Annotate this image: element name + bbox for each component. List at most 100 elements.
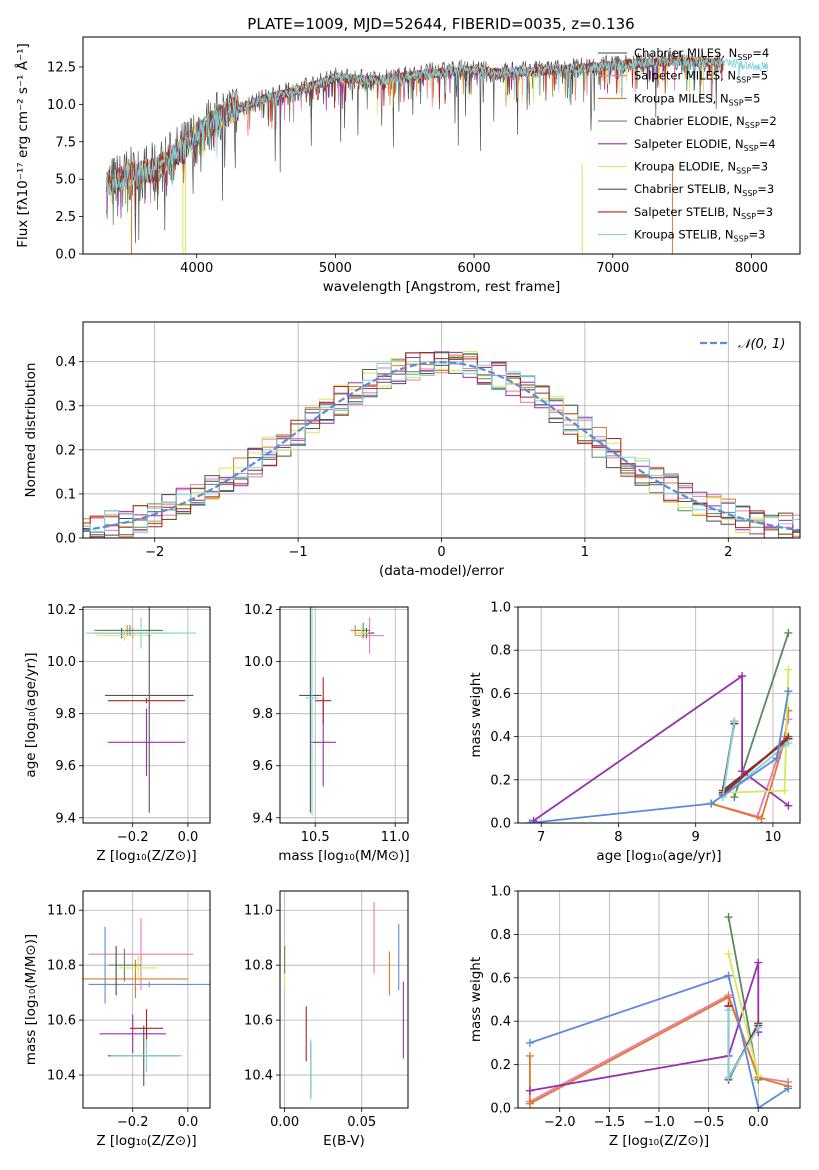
weight-marker	[784, 739, 793, 748]
weight-vs-z-marks	[525, 913, 793, 1108]
axes-frame	[82, 321, 801, 539]
mass-vs-ebv-panel: 0.00 0.05 10.4 10.6 10.8 11.0 E(B-V)	[244, 890, 409, 1149]
legend-count: =3	[756, 205, 773, 219]
y-tick-label: 0.4	[490, 1015, 511, 1030]
x-tick-label: 0.0	[748, 1115, 769, 1130]
weight-line	[727, 953, 760, 1076]
legend-label: Chabrier STELIB, NSSP=3	[634, 182, 774, 198]
weight-marker	[738, 672, 747, 681]
y-axis-label: Flux [fλ10⁻¹⁷ erg cm⁻² s⁻¹ Å⁻¹]	[14, 43, 31, 248]
legend-subscript: SSP	[734, 235, 749, 244]
x-tick-label: 9	[692, 830, 700, 845]
x-axis-label: Z [log₁₀(Z/Z⊙)]	[96, 1133, 196, 1149]
legend-count: =3	[757, 182, 774, 196]
x-tick-label: −1.5	[594, 1115, 626, 1130]
residuals-panel: −2 −1 0 1 2 0.0 0.1 0.2 0.3 0.4 (data-model)/error…	[23, 321, 801, 579]
x-tick-label: −1.0	[643, 1115, 675, 1130]
y-tick-label: 10.2	[47, 603, 76, 618]
y-tick-label: 0.4	[490, 730, 511, 745]
legend-label: Kroupa MILES, NSSP=5	[634, 91, 760, 107]
spectrum-marks	[106, 49, 769, 254]
legend-subscript: SSP	[729, 98, 744, 107]
weight-marker	[529, 816, 538, 823]
y-tick-label: 10.8	[47, 959, 76, 974]
weight-line	[733, 632, 790, 798]
legend-count: =5	[744, 91, 761, 105]
x-tick-label: −0.5	[693, 1115, 725, 1130]
x-tick-label: 0	[437, 545, 445, 560]
y-tick-label: 1.0	[490, 885, 511, 900]
x-axis-label: E(B-V)	[323, 1133, 365, 1149]
x-tick-label: 7	[537, 830, 545, 845]
y-tick-label: 10.2	[244, 603, 273, 618]
x-tick-label: −1	[289, 545, 308, 560]
axes-frame	[279, 890, 409, 1109]
weight-marker	[525, 1038, 534, 1047]
x-tick-label: 0.0	[178, 1115, 199, 1130]
x-axis-label: wavelength [Angstrom, rest frame]	[323, 279, 561, 295]
x-tick-label: 5000	[319, 261, 352, 276]
y-tick-label: 11.0	[47, 904, 76, 919]
mass-vs-ebv-marks	[284, 901, 404, 1100]
legend-label: Chabrier MILES, NSSP=4	[634, 46, 769, 62]
histogram-step	[83, 352, 800, 538]
weight-line	[529, 962, 760, 1092]
y-tick-label: 10.8	[244, 959, 273, 974]
weight-marker	[784, 665, 793, 674]
mass-vs-z-marks	[83, 918, 210, 1087]
y-tick-label: 0.2	[490, 1058, 511, 1073]
legend-subscript: SSP	[745, 121, 760, 130]
x-tick-label: 0.00	[270, 1115, 299, 1130]
legend-label: Salpeter STELIB, NSSP=3	[634, 205, 773, 221]
x-tick-label: 10	[765, 830, 782, 845]
weight-line	[529, 691, 790, 823]
age-vs-mass-panel: 10.5 11.0 9.4 9.6 9.8 10.0 10.2 mass [log₁₀(M/M…	[244, 603, 410, 864]
y-tick-label: 10.4	[244, 1069, 273, 1084]
y-tick-label: 0.1	[55, 487, 76, 502]
weight-marker	[525, 819, 534, 823]
y-tick-label: 10.4	[47, 1069, 76, 1084]
legend-label: Chabrier ELODIE, NSSP=2	[634, 114, 777, 130]
y-tick-label: 9.4	[55, 811, 76, 826]
weight-vs-z-panel: −2.0 −1.5 −1.0 −0.5 0.0 0.0 0.2 0.4 0.6 0.8 1.0 Z […	[468, 885, 801, 1149]
legend-label: Salpeter ELODIE, NSSP=4	[634, 137, 776, 153]
weight-marker	[730, 717, 739, 726]
y-tick-label: 0.0	[55, 532, 76, 547]
y-tick-label: 11.0	[244, 904, 273, 919]
y-tick-label: 0.2	[55, 443, 76, 458]
x-axis-label: mass [log₁₀(M/M⊙)]	[278, 848, 409, 864]
y-axis-label: Normed distribution	[23, 363, 39, 498]
x-tick-label: 7000	[596, 261, 629, 276]
x-tick-label: 8	[614, 830, 622, 845]
figure-title: PLATE=1009, MJD=52644, FIBERID=0035, z=0…	[247, 15, 634, 33]
weight-marker	[754, 1104, 763, 1108]
histogram-step	[83, 352, 800, 538]
legend-label: 𝒩(0, 1)	[738, 337, 785, 352]
legend-count: =4	[752, 46, 769, 60]
y-axis-label: mass weight	[468, 672, 484, 757]
legend-subscript: SSP	[736, 76, 751, 85]
weight-marker	[707, 799, 716, 808]
weight-marker	[738, 767, 747, 776]
weight-marker	[757, 814, 766, 823]
x-tick-label: 8000	[735, 261, 768, 276]
weight-line	[532, 674, 789, 822]
y-tick-label: 0.8	[490, 928, 511, 943]
weight-marker	[724, 913, 733, 922]
y-tick-label: 12.5	[47, 60, 76, 75]
weight-marker	[784, 801, 793, 810]
x-tick-label: −2	[145, 545, 164, 560]
weight-marker	[784, 1084, 793, 1093]
spectrum-panel: 4000 5000 6000 7000 8000 0.0 2.5 5.0 7.5 10.0 12.5…	[14, 36, 801, 295]
weight-marker	[525, 1051, 534, 1060]
y-tick-label: 10.6	[47, 1014, 76, 1029]
histogram-step	[83, 351, 800, 538]
y-axis-label: mass weight	[468, 957, 484, 1042]
residuals-legend: 𝒩(0, 1)	[700, 337, 785, 352]
weight-marker	[784, 687, 793, 696]
legend-count: =4	[759, 137, 776, 151]
legend-count: =3	[751, 160, 768, 174]
age-vs-z-panel: −0.2 0.0 9.4 9.6 9.8 10.0 10.2 Z [log₁₀(Z/Z⊙)] a…	[23, 603, 211, 864]
y-tick-label: 0.8	[490, 644, 511, 659]
legend-label: Kroupa STELIB, NSSP=3	[634, 228, 765, 244]
